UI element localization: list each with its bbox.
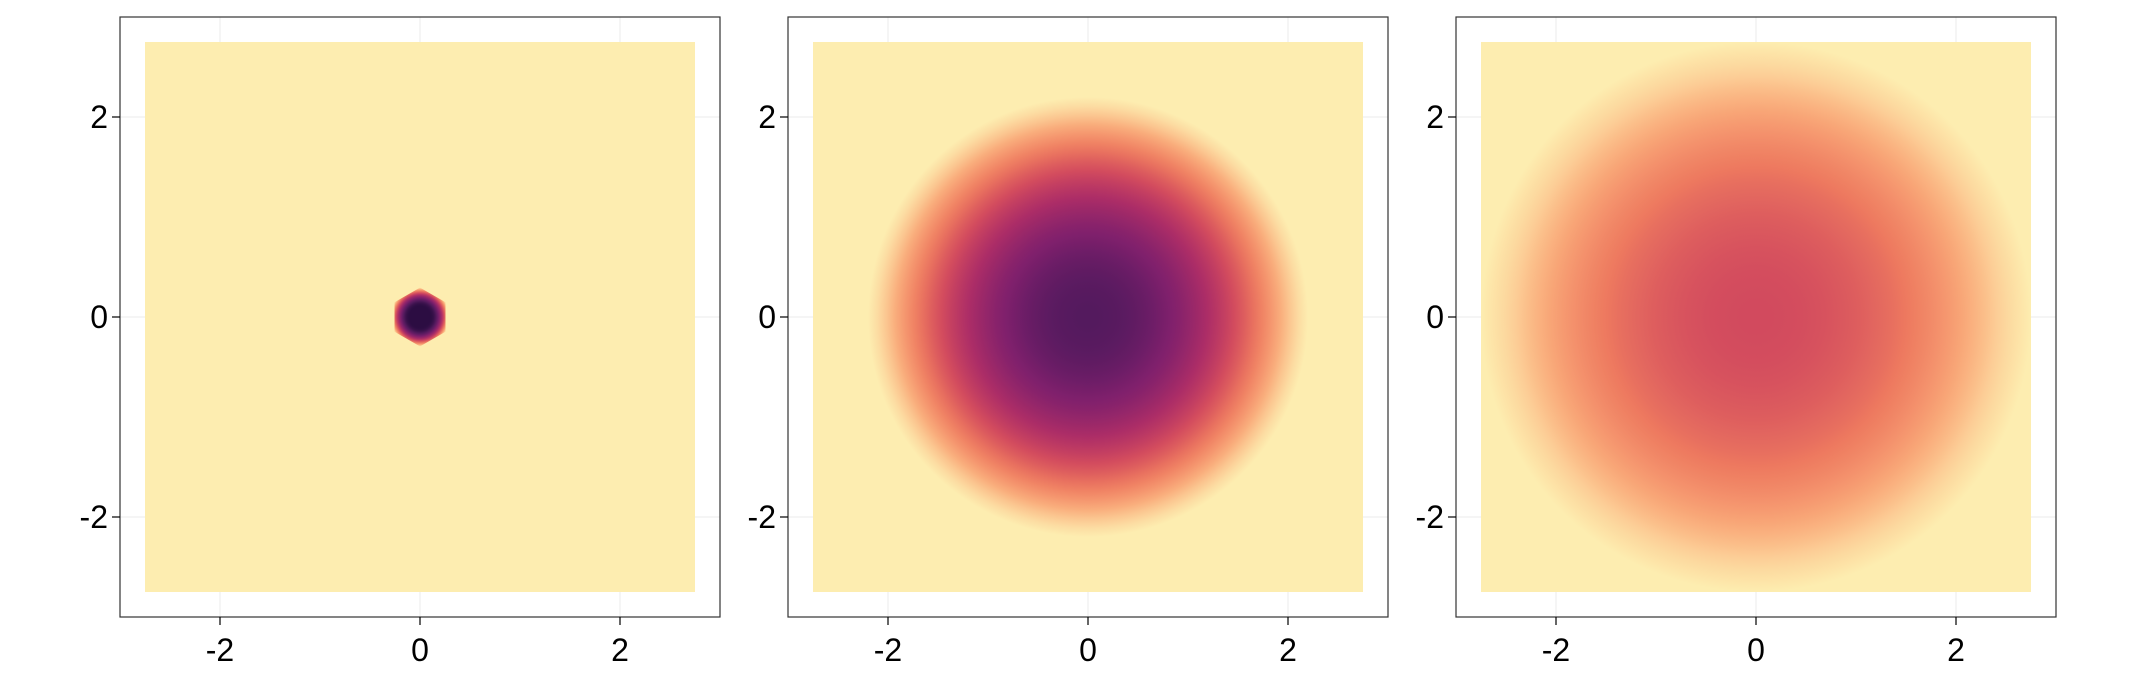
heatmap-panel-3: -2 0 2 -2 0 2 xyxy=(1416,16,2057,668)
heatmap-peak xyxy=(1481,42,2031,592)
x-tick-label: 2 xyxy=(611,632,629,668)
y-tick-label: -2 xyxy=(748,499,776,535)
x-tick-label: -2 xyxy=(874,632,902,668)
heatmap-panel-1: -2 0 2 -2 0 2 xyxy=(80,16,721,668)
y-tick-label: 2 xyxy=(758,99,776,135)
x-tick-label: -2 xyxy=(206,632,234,668)
y-tick-label: -2 xyxy=(80,499,108,535)
y-tick-label: 2 xyxy=(1426,99,1444,135)
y-tick-label: 0 xyxy=(758,299,776,335)
heatmap-panel-2: -2 0 2 -2 0 2 xyxy=(748,16,1389,668)
y-tick-label: 0 xyxy=(1426,299,1444,335)
y-tick-label: 0 xyxy=(90,299,108,335)
x-tick-label: 2 xyxy=(1947,632,1965,668)
y-tick-label: -2 xyxy=(1416,499,1444,535)
x-tick-label: 2 xyxy=(1279,632,1297,668)
x-tick-label: 0 xyxy=(1079,632,1097,668)
heatmap-peak xyxy=(394,287,446,347)
x-tick-label: 0 xyxy=(1747,632,1765,668)
heatmap-peak xyxy=(868,97,1308,537)
y-tick-label: 2 xyxy=(90,99,108,135)
x-tick-label: 0 xyxy=(411,632,429,668)
x-tick-label: -2 xyxy=(1542,632,1570,668)
